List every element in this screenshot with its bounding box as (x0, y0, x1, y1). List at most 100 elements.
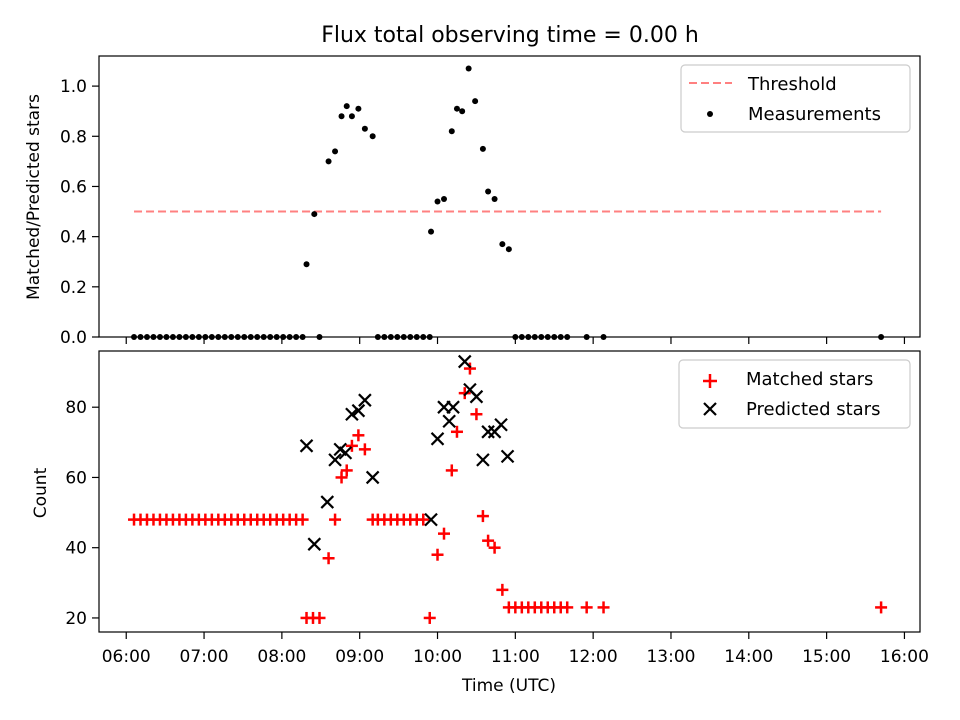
count-panel: 20 40 60 80 06:00 07:00 08:00 09:00 10:00 11:00 1… (31, 350, 929, 696)
measurement-point (491, 196, 498, 203)
x-tick-label: 06:00 (102, 647, 151, 667)
legend-threshold-label: Threshold (747, 74, 837, 95)
matched-point (313, 611, 326, 624)
count-y-tick-label: 40 (65, 539, 87, 559)
matched-point (322, 552, 335, 565)
matched-point (476, 510, 489, 523)
count-y-axis-label: Count (31, 467, 51, 518)
count-y-tick-label: 60 (65, 468, 87, 488)
count-y-tick-label: 20 (65, 609, 87, 629)
measurement-point (434, 198, 441, 205)
ratio-legend: Threshold Measurements (680, 64, 911, 133)
measurement-point (311, 211, 318, 218)
matched-point (561, 601, 574, 614)
matched-point (431, 548, 444, 561)
predicted-point (446, 400, 460, 414)
ratio-panel: 0.0 0.2 0.4 0.6 0.8 1.0 Matched/Predicted sta… (24, 55, 921, 348)
predicted-point (430, 432, 445, 446)
x-tick-label: 14:00 (724, 647, 773, 667)
matched-point (488, 541, 501, 554)
measurement-point (499, 241, 506, 248)
predicted-point (476, 453, 490, 467)
matched-point (329, 513, 342, 526)
x-tick-label: 15:00 (802, 647, 851, 667)
matched-point (296, 513, 309, 526)
count-legend-box (678, 359, 911, 429)
measurement-point (459, 108, 466, 115)
predicted-point (500, 449, 515, 464)
predicted-point (338, 446, 353, 460)
count-y-ticks: 20 40 60 80 (65, 398, 99, 629)
ratio-legend-box (680, 64, 911, 133)
x-axis-label: Time (UTC) (461, 676, 556, 696)
measurement-point (332, 148, 339, 155)
x-tick-label: 07:00 (180, 647, 229, 667)
legend-measurements-swatch (707, 111, 713, 117)
x-tick-label: 16:00 (880, 647, 929, 667)
measurement-point (325, 158, 332, 165)
predicted-point (442, 414, 456, 429)
x-tick-label: 08:00 (257, 647, 306, 667)
predicted-point (351, 403, 366, 418)
predicted-points (299, 354, 515, 551)
predicted-point (299, 439, 314, 453)
ratio-y-tick-label: 1.0 (60, 77, 87, 97)
matched-point (470, 408, 483, 421)
x-tick-label: 11:00 (491, 647, 540, 667)
count-legend: Matched stars Predicted stars (678, 359, 911, 429)
measurement-point (343, 103, 350, 110)
x-tick-label: 12:00 (569, 647, 618, 667)
predicted-point (328, 453, 342, 467)
matched-point (482, 534, 495, 547)
legend-predicted-swatch (703, 402, 717, 416)
matched-point (417, 513, 430, 526)
measurement-point (453, 105, 460, 112)
matched-point (423, 611, 436, 624)
predicted-point (320, 495, 335, 509)
matched-point (463, 362, 476, 375)
matched-point (358, 443, 371, 456)
measurement-point (448, 128, 455, 135)
predicted-point (494, 417, 508, 432)
legend-measurements-label: Measurements (748, 104, 881, 125)
measurement-point (355, 105, 362, 112)
matched-point (450, 425, 463, 438)
matched-point (875, 601, 888, 614)
measurement-point (428, 228, 435, 235)
ratio-y-tick-label: 0.0 (60, 328, 87, 348)
x-tick-label: 09:00 (335, 647, 384, 667)
measurement-point (485, 188, 492, 195)
predicted-point (345, 407, 359, 422)
ratio-plot-frame (98, 55, 921, 338)
matched-point (335, 471, 348, 484)
predicted-point (424, 512, 438, 527)
matched-point (580, 601, 593, 614)
count-x-ticks: 06:00 07:00 08:00 09:00 10:00 11:00 12:00 13:00… (102, 632, 929, 667)
ratio-y-tick-label: 0.8 (60, 127, 87, 147)
matched-point (340, 464, 353, 477)
legend-matched-label: Matched stars (746, 369, 873, 390)
figure-title: Flux total observing time = 0.00 h (321, 23, 699, 48)
measurement-points (131, 65, 885, 340)
ratio-y-axis-label: Matched/Predicted stars (24, 94, 44, 300)
ratio-y-tick-label: 0.6 (60, 177, 87, 197)
matched-point (345, 439, 358, 452)
matched-point (496, 583, 509, 596)
legend-predicted-label: Predicted stars (746, 399, 880, 420)
measurement-point (303, 261, 310, 268)
predicted-point (358, 393, 372, 407)
count-plot-frame (98, 350, 921, 633)
measurement-point (441, 196, 448, 203)
matched-point (458, 387, 471, 400)
predicted-point (469, 389, 484, 404)
predicted-point (365, 470, 380, 485)
predicted-point (457, 354, 472, 369)
predicted-point (307, 537, 322, 551)
measurement-point (505, 246, 512, 253)
matched-point (352, 429, 365, 442)
measurement-point (472, 98, 479, 105)
measurement-point (479, 145, 486, 152)
count-y-tick-label: 80 (65, 398, 87, 418)
ratio-y-ticks: 0.0 0.2 0.4 0.6 0.8 1.0 (60, 77, 99, 348)
